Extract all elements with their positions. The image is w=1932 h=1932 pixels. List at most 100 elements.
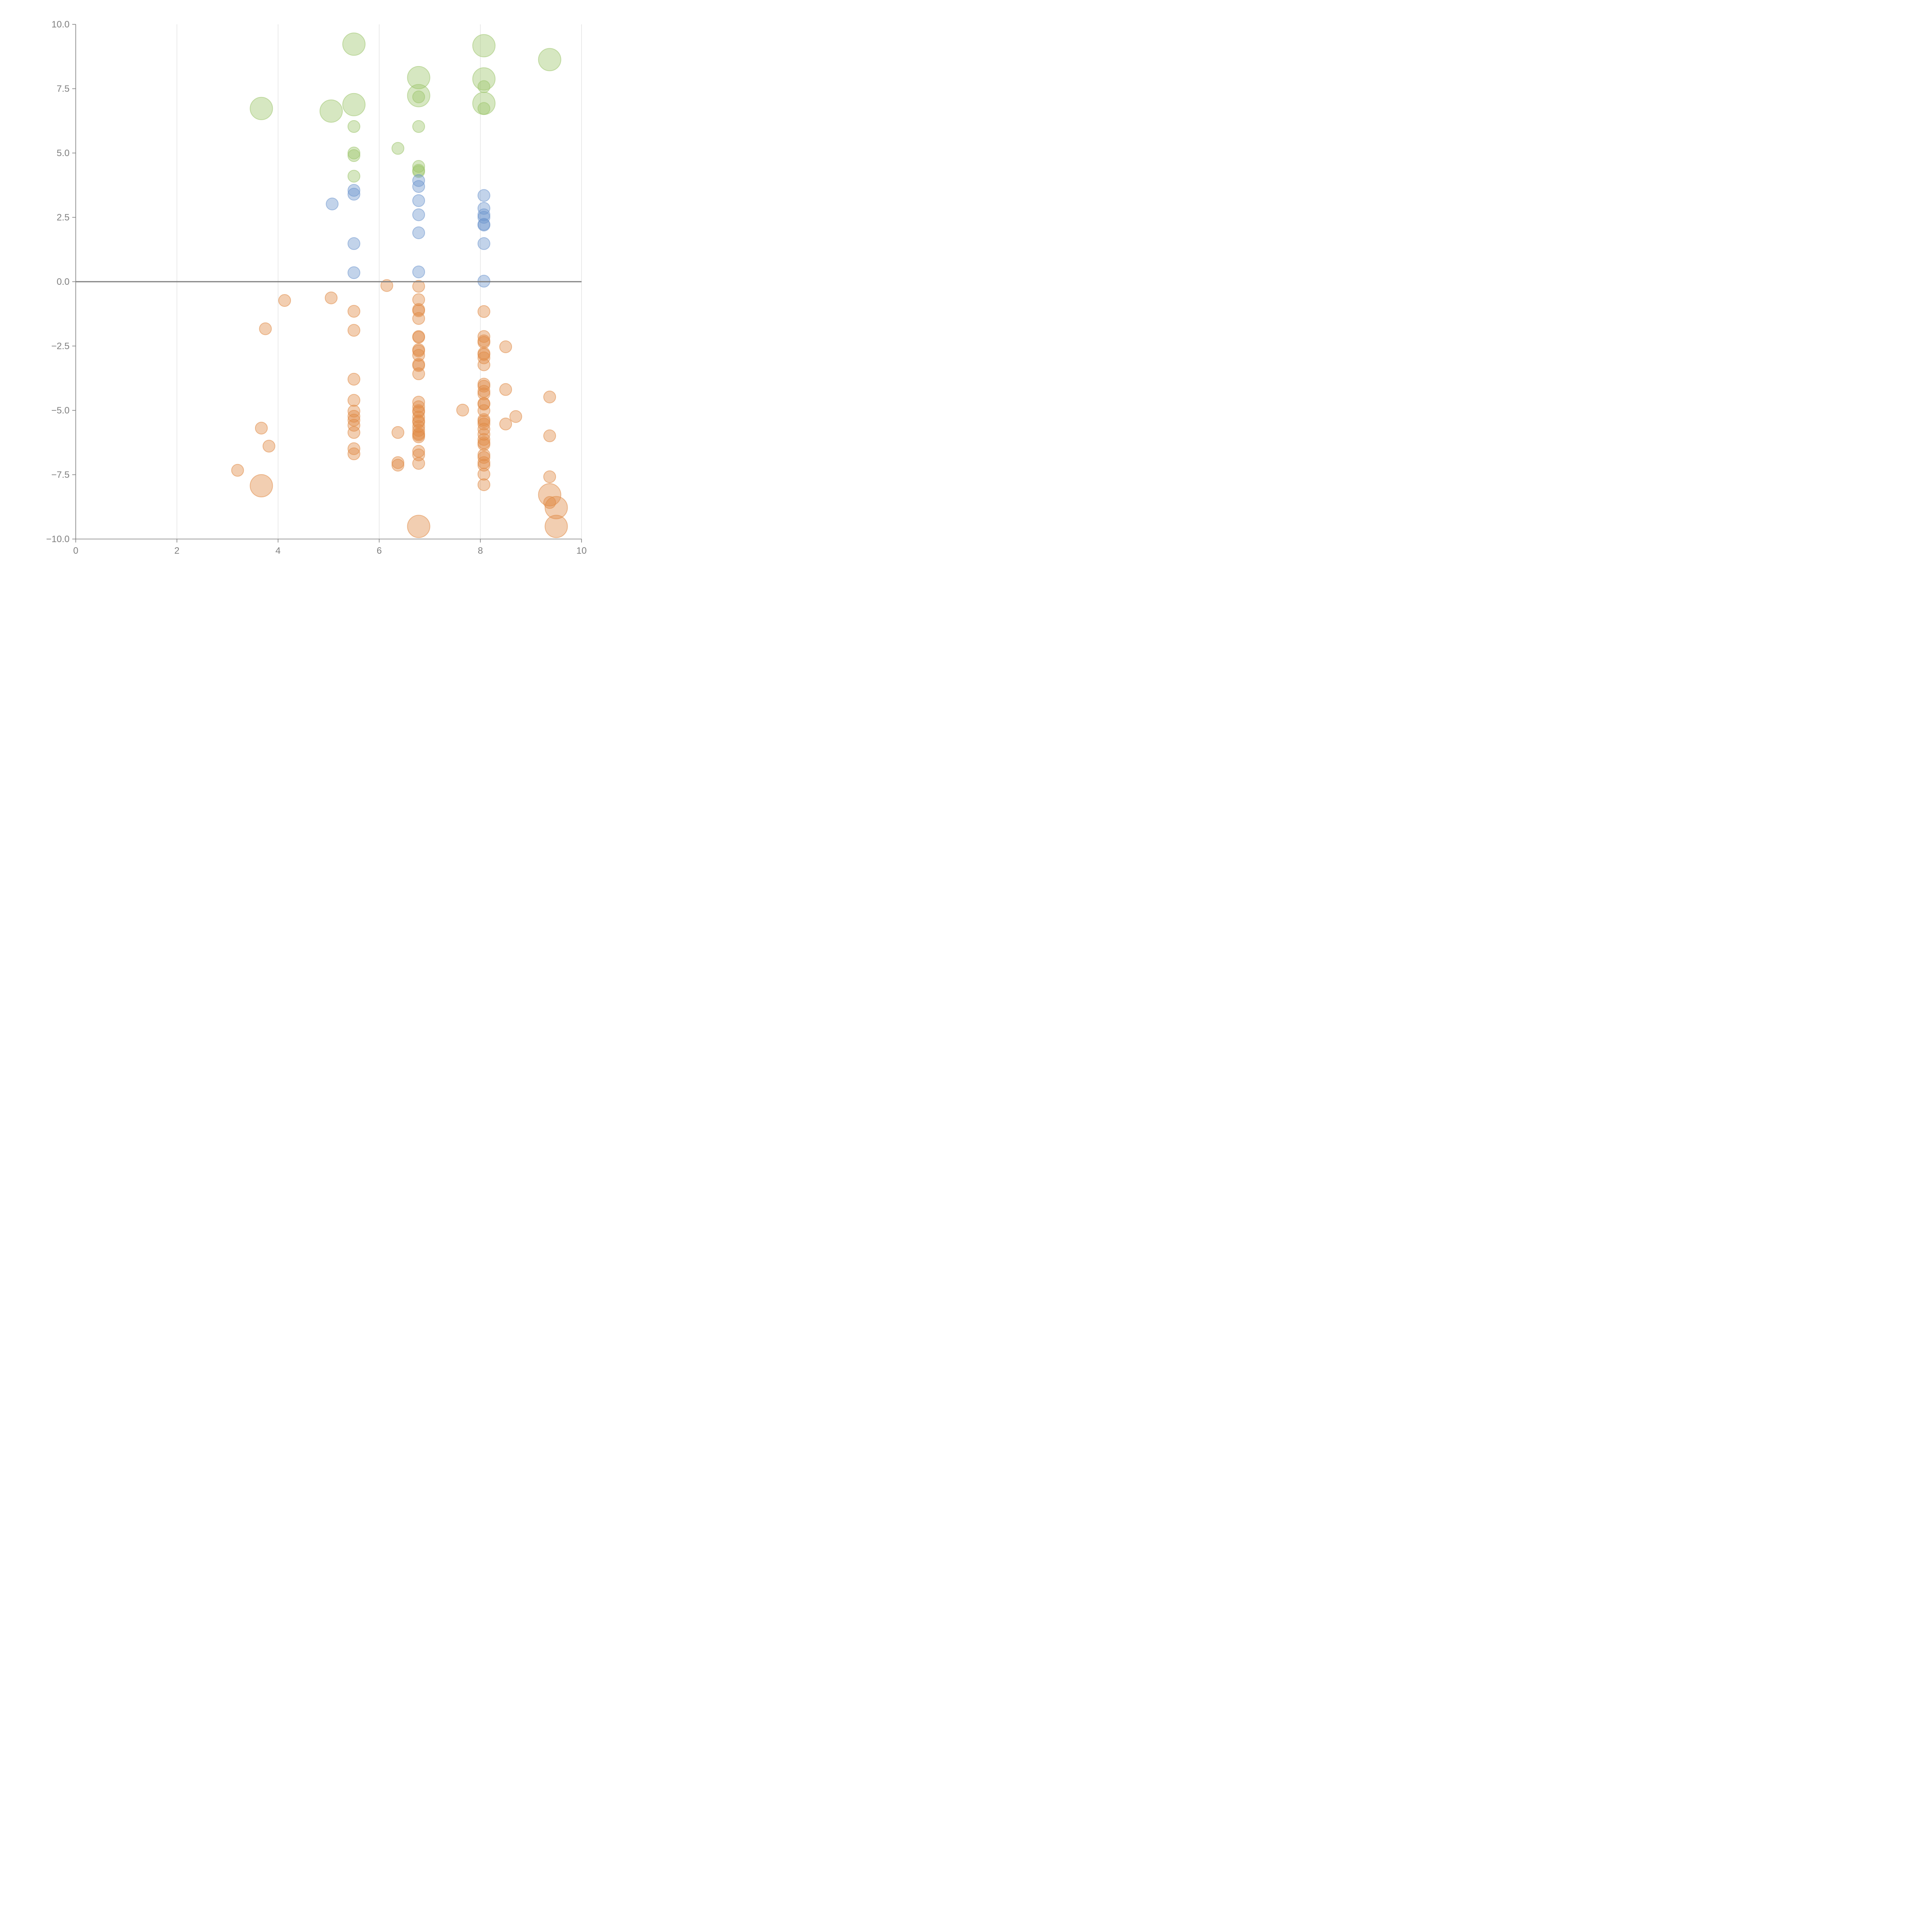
blue-point	[412, 226, 425, 239]
green-point	[477, 80, 490, 93]
orange-point	[499, 417, 512, 430]
orange-large-point	[544, 496, 568, 519]
orange-point	[499, 383, 512, 396]
orange-point	[259, 322, 272, 335]
orange-point	[347, 426, 361, 439]
orange-point	[347, 442, 361, 455]
orange-point	[477, 468, 490, 481]
orange-point	[412, 304, 425, 317]
orange-point	[412, 424, 425, 437]
orange-point	[412, 280, 425, 293]
orange-point	[477, 305, 490, 318]
orange-point	[347, 372, 361, 386]
orange-point	[391, 426, 405, 439]
green-point	[407, 84, 430, 107]
y-tick-label: −2.5	[51, 341, 70, 352]
y-tick-label: 10.0	[51, 19, 70, 30]
green-point	[342, 32, 366, 56]
orange-point	[477, 433, 490, 446]
orange-point	[412, 400, 425, 413]
y-tick-label: 2.5	[57, 213, 70, 223]
orange-point	[477, 387, 490, 400]
orange-point	[380, 279, 393, 292]
orange-point	[262, 440, 276, 453]
orange-point	[412, 410, 425, 423]
orange-large-point	[538, 483, 561, 507]
orange-point	[543, 390, 556, 403]
orange-large-point	[407, 515, 430, 538]
blue-point	[477, 211, 490, 224]
orange-point	[347, 410, 361, 423]
green-point	[391, 142, 405, 155]
green-point	[347, 149, 361, 162]
orange-point	[412, 405, 425, 418]
orange-point	[347, 405, 361, 418]
orange-point	[347, 305, 361, 318]
orange-point	[477, 348, 490, 361]
y-tick-label: 5.0	[57, 148, 70, 158]
blue-point	[412, 194, 425, 207]
green-point	[342, 93, 366, 116]
green-point	[477, 102, 490, 115]
blue-point	[326, 197, 339, 211]
orange-point	[255, 422, 268, 435]
green-point	[347, 170, 361, 183]
orange-point	[391, 459, 405, 472]
axes-layer: 0 2 4 6 8 10 10.0 7.5 5.0 2.5 0.0 −2.5 −5.0 −7.5 −10.0	[46, 19, 587, 556]
orange-point	[278, 294, 291, 307]
orange-point	[477, 379, 490, 393]
green-point	[412, 160, 425, 173]
orange-point	[477, 423, 490, 436]
blue-point	[347, 188, 361, 201]
orange-point	[412, 430, 425, 444]
orange-point	[509, 410, 522, 423]
orange-point	[477, 358, 490, 371]
blue-point	[477, 218, 490, 231]
x-tick-label: 10	[577, 546, 587, 556]
blue-point	[412, 208, 425, 221]
y-tick-label: −10.0	[46, 534, 70, 544]
orange-point	[477, 438, 490, 451]
green-point	[347, 120, 361, 133]
y-tick-label: −5.0	[51, 405, 70, 416]
y-tick-label: 7.5	[57, 84, 70, 94]
orange-point	[412, 457, 425, 470]
green-point	[407, 66, 430, 89]
orange-point	[456, 403, 469, 417]
green-point	[250, 97, 273, 120]
y-tick-label: −7.5	[51, 470, 70, 480]
orange-point	[412, 331, 425, 344]
x-tick-label: 0	[73, 546, 78, 556]
blue-point	[477, 189, 490, 202]
green-point	[320, 99, 343, 123]
orange-point	[412, 293, 425, 306]
orange-point	[347, 447, 361, 461]
orange-point	[231, 464, 244, 477]
orange-point	[543, 429, 556, 442]
blue-point	[412, 265, 425, 279]
orange-point	[499, 340, 512, 353]
orange-point	[412, 344, 425, 357]
orange-point	[477, 351, 490, 364]
green-point	[412, 165, 425, 178]
green-point	[538, 48, 561, 71]
orange-point	[477, 336, 490, 349]
orange-point	[325, 291, 338, 304]
orange-point	[347, 324, 361, 337]
orange-point	[477, 404, 490, 417]
chart-container: 0 2 4 6 8 10 10.0 7.5 5.0 2.5 0.0 −2.5 −5.0 −7.5 −10.0	[0, 0, 603, 603]
orange-point	[347, 419, 361, 432]
orange-large-point	[544, 515, 568, 538]
orange-point	[477, 398, 490, 411]
points-layer	[231, 32, 568, 538]
x-tick-label: 4	[276, 546, 281, 556]
green-point	[472, 34, 496, 58]
blue-point	[477, 202, 490, 215]
orange-large-point	[250, 474, 273, 498]
orange-point	[477, 478, 490, 491]
orange-point	[477, 459, 490, 472]
blue-point	[347, 237, 361, 250]
orange-point	[477, 451, 490, 464]
orange-point	[412, 312, 425, 325]
x-tick-label: 8	[478, 546, 483, 556]
